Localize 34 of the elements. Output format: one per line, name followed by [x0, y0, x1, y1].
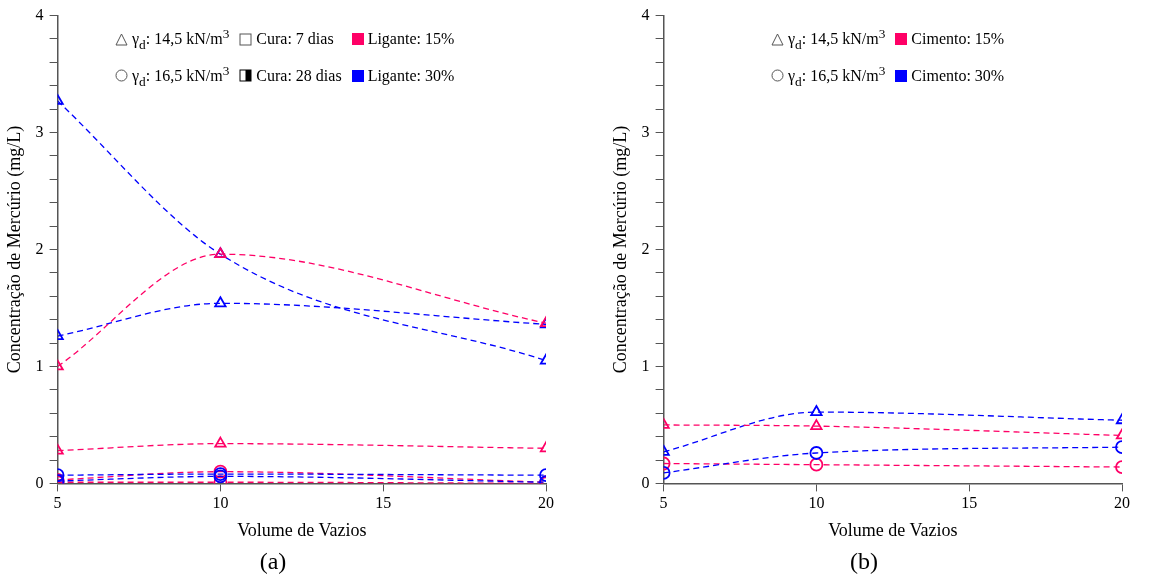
y-axis-title: Concentração de Mercúrio (mg/L): [3, 125, 25, 374]
x-tick-label: 20: [1114, 494, 1130, 512]
x-tick-label: 15: [961, 494, 978, 512]
y-tick-label: 3: [641, 122, 650, 140]
y-tick-label: 2: [641, 239, 650, 257]
legend-label: Cimento: 15%: [911, 30, 1005, 49]
x-tick-label: 10: [808, 494, 825, 512]
annotation: γ$_{d}$: 14,5 kN/m$^{3}$: [132, 26, 230, 53]
x-tick-label: 5: [659, 494, 668, 512]
annotation: γ$_{d}$: 14,5 kN/m$^{3}$: [788, 26, 886, 53]
annotation: γ$_{d}$: 16,5 kN/m$^{3}$: [788, 62, 886, 90]
annotation: γ$_{d}$: 16,5 kN/m$^{3}$: [132, 62, 230, 90]
y-tick-label: 1: [641, 356, 650, 374]
text: (a): [259, 547, 287, 574]
legend-label: Cimento: 30%: [911, 66, 1005, 85]
annotation: Cura: 7 dias: [256, 30, 334, 49]
x-axis-title: Volume de Vazios: [828, 520, 958, 541]
x-axis-title: Volume de Vazios: [237, 520, 367, 541]
x-tick-label: 10: [212, 494, 229, 512]
y-tick-label: 2: [35, 239, 44, 257]
annotation: Cura: 28 dias: [256, 66, 342, 85]
x-tick-label: 20: [538, 494, 554, 512]
y-tick-label: 4: [35, 5, 44, 23]
x-tick-label: 5: [53, 494, 62, 512]
x-tick-label: 15: [375, 494, 392, 512]
y-tick-label: 0: [641, 473, 650, 491]
y-axis-title: Concentração de Mercúrio (mg/L): [609, 125, 631, 374]
y-tick-label: 0: [35, 473, 44, 491]
legend-label: Ligante: 15%: [367, 30, 455, 49]
y-tick-label: 4: [641, 5, 650, 23]
text: (b): [850, 547, 878, 574]
legend-label: Ligante: 30%: [367, 66, 455, 85]
y-tick-label: 3: [35, 122, 44, 140]
y-tick-label: 1: [35, 356, 44, 374]
